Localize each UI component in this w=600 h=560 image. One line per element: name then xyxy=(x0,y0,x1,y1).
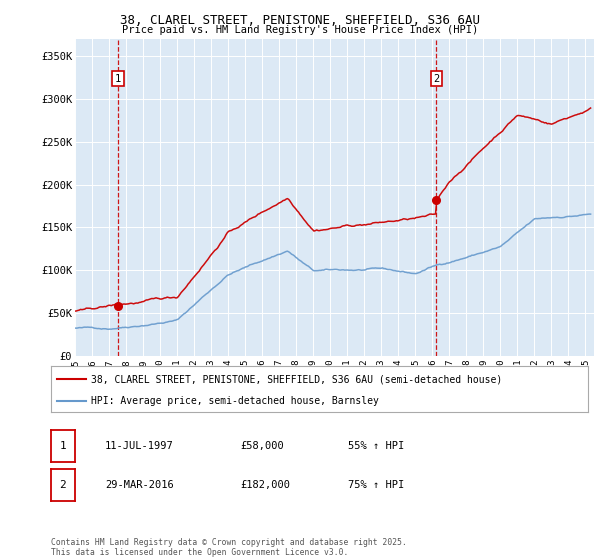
Text: £182,000: £182,000 xyxy=(240,480,290,490)
Text: Contains HM Land Registry data © Crown copyright and database right 2025.
This d: Contains HM Land Registry data © Crown c… xyxy=(51,538,407,557)
Text: 75% ↑ HPI: 75% ↑ HPI xyxy=(348,480,404,490)
Text: 38, CLAREL STREET, PENISTONE, SHEFFIELD, S36 6AU (semi-detached house): 38, CLAREL STREET, PENISTONE, SHEFFIELD,… xyxy=(91,375,503,385)
Text: 11-JUL-1997: 11-JUL-1997 xyxy=(105,441,174,451)
Text: 38, CLAREL STREET, PENISTONE, SHEFFIELD, S36 6AU: 38, CLAREL STREET, PENISTONE, SHEFFIELD,… xyxy=(120,14,480,27)
Text: Price paid vs. HM Land Registry's House Price Index (HPI): Price paid vs. HM Land Registry's House … xyxy=(122,25,478,35)
Text: 2: 2 xyxy=(433,74,440,84)
Text: 2: 2 xyxy=(59,480,67,490)
Text: HPI: Average price, semi-detached house, Barnsley: HPI: Average price, semi-detached house,… xyxy=(91,396,379,407)
Text: 55% ↑ HPI: 55% ↑ HPI xyxy=(348,441,404,451)
Text: 1: 1 xyxy=(115,74,121,84)
Text: £58,000: £58,000 xyxy=(240,441,284,451)
Text: 1: 1 xyxy=(59,441,67,451)
Text: 29-MAR-2016: 29-MAR-2016 xyxy=(105,480,174,490)
